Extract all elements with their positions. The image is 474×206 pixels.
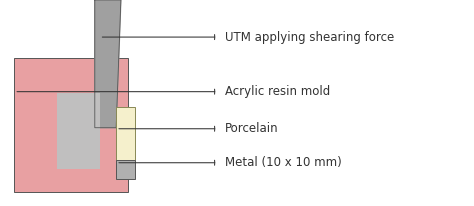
Bar [14, 58, 128, 192]
Polygon shape [95, 0, 121, 128]
Text: UTM applying shearing force: UTM applying shearing force [225, 30, 394, 44]
Bar [57, 93, 100, 169]
Bar [116, 160, 135, 179]
Text: Metal (10 x 10 mm): Metal (10 x 10 mm) [225, 156, 342, 169]
Text: Porcelain: Porcelain [225, 122, 279, 135]
Bar [116, 107, 135, 161]
Text: Acrylic resin mold: Acrylic resin mold [225, 85, 330, 98]
